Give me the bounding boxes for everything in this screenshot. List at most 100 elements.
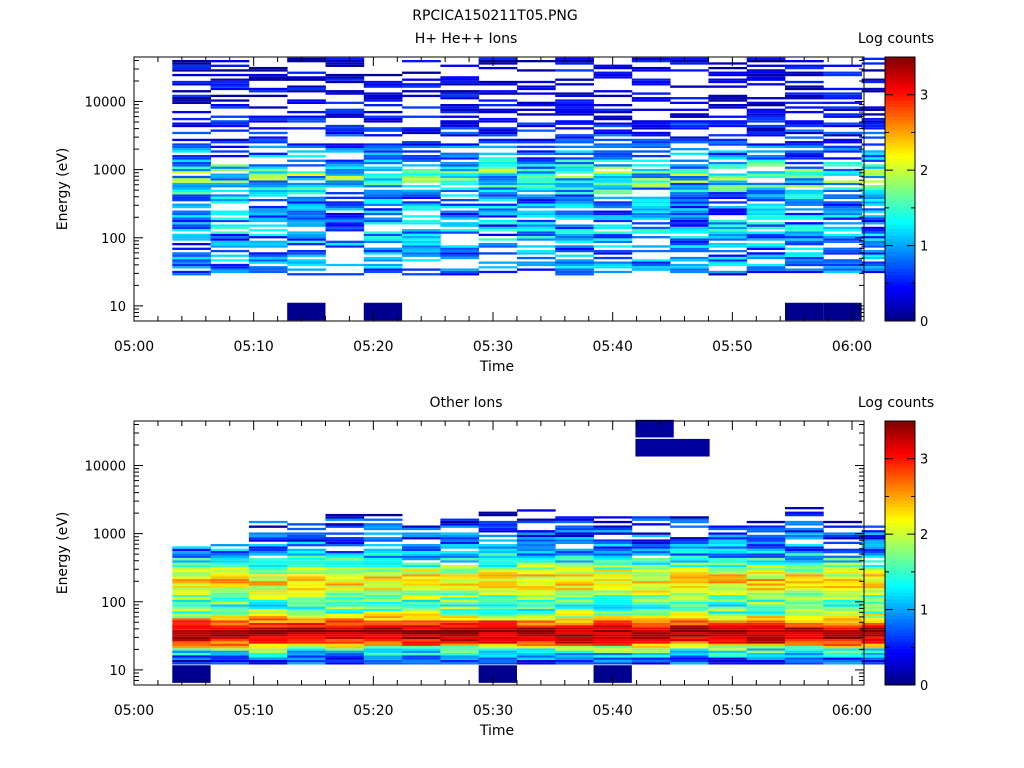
heatmap-cell xyxy=(248,233,288,237)
heatmap-cell xyxy=(593,606,633,609)
heatmap-cell xyxy=(670,645,709,649)
heatmap-cell xyxy=(746,252,786,255)
heatmap-cell xyxy=(823,578,863,582)
heatmap-cell xyxy=(670,636,709,640)
heatmap-cell xyxy=(172,171,211,174)
heatmap-cell xyxy=(402,78,441,81)
colorbar-segment xyxy=(885,533,915,537)
heatmap-cell xyxy=(823,648,863,651)
heatmap-cell xyxy=(172,229,211,232)
heatmap-cell xyxy=(746,69,786,72)
colorbar-segment xyxy=(885,139,915,144)
heatmap-cell xyxy=(785,196,824,199)
heatmap-cell xyxy=(210,553,250,556)
heatmap-cell xyxy=(172,560,211,563)
heatmap-cell xyxy=(708,180,748,183)
colorbar-segment xyxy=(885,278,915,282)
heatmap-cell xyxy=(670,196,709,199)
heatmap-cell xyxy=(785,641,824,644)
heatmap-cell xyxy=(635,438,674,457)
heatmap-cell xyxy=(861,171,901,174)
heatmap-cell xyxy=(172,94,211,98)
heatmap-cell xyxy=(516,539,556,542)
heatmap-cell xyxy=(670,601,709,605)
colorbar-segment xyxy=(885,76,915,81)
x-tick-label: 05:30 xyxy=(473,339,513,355)
heatmap-cell xyxy=(440,604,480,607)
heatmap-cell xyxy=(210,574,250,577)
heatmap-cell xyxy=(248,266,288,269)
heatmap-cell xyxy=(248,613,288,616)
heatmap-cell xyxy=(861,180,901,183)
heatmap-cell xyxy=(325,108,365,111)
heatmap-cell xyxy=(248,557,288,561)
heatmap-cell xyxy=(287,544,326,547)
heatmap-cell xyxy=(172,150,211,153)
heatmap-cell xyxy=(478,595,518,598)
colorbar-segment xyxy=(885,152,915,157)
heatmap-cell xyxy=(670,583,709,586)
heatmap-cell xyxy=(478,161,518,165)
heatmap-cell xyxy=(248,650,288,653)
heatmap-cell xyxy=(516,189,556,193)
heatmap-cell xyxy=(631,249,671,253)
heatmap-cell xyxy=(172,564,211,568)
x-tick-label: 05:30 xyxy=(473,703,513,719)
heatmap-cell xyxy=(248,215,288,218)
heatmap-cell xyxy=(363,175,403,179)
heatmap-cell xyxy=(631,546,671,549)
heatmap-cell xyxy=(670,560,709,563)
heatmap-cell xyxy=(670,567,709,570)
heatmap-cell xyxy=(440,189,480,193)
heatmap-cell xyxy=(325,615,365,619)
heatmap-cell xyxy=(478,192,518,195)
heatmap-cell xyxy=(555,532,594,535)
heatmap-cell xyxy=(402,242,441,246)
heatmap-cell xyxy=(287,71,326,74)
colorbar-segment xyxy=(885,149,915,154)
heatmap-cell xyxy=(631,236,671,239)
heatmap-cell xyxy=(746,564,786,568)
heatmap-cell xyxy=(210,164,250,167)
heatmap-cell xyxy=(210,562,250,565)
heatmap-cell xyxy=(363,604,403,607)
heatmap-cell xyxy=(746,546,786,549)
heatmap-cell xyxy=(708,571,748,575)
colorbar-segment xyxy=(885,668,915,673)
heatmap-cell xyxy=(516,69,556,72)
heatmap-cell xyxy=(670,620,709,623)
heatmap-cell xyxy=(287,120,326,123)
heatmap-cell xyxy=(631,210,671,213)
heatmap-cell xyxy=(210,583,250,586)
heatmap-cell xyxy=(631,597,671,600)
heatmap-cell xyxy=(172,576,211,579)
heatmap-cell xyxy=(210,240,250,243)
heatmap-cell xyxy=(555,215,594,218)
heatmap-cell xyxy=(172,608,211,612)
colorbar-segment xyxy=(885,454,915,458)
heatmap-cell xyxy=(746,196,786,199)
heatmap-cell xyxy=(670,625,709,628)
heatmap-cell xyxy=(593,134,633,137)
colorbar-segment xyxy=(885,655,915,660)
heatmap-cell xyxy=(210,648,250,651)
heatmap-cell xyxy=(670,203,709,206)
heatmap-cell xyxy=(746,576,786,579)
heatmap-cell xyxy=(248,643,288,646)
heatmap-cell xyxy=(593,604,633,607)
colorbar-segment xyxy=(885,622,915,627)
heatmap-cell xyxy=(363,99,403,102)
heatmap-cell xyxy=(823,138,863,142)
heatmap-cell xyxy=(823,168,863,172)
colorbar-segment xyxy=(885,162,915,167)
heatmap-cell xyxy=(402,194,441,197)
heatmap-cell xyxy=(248,632,288,635)
heatmap-cell xyxy=(402,129,441,132)
heatmap-cell xyxy=(325,62,365,65)
heatmap-cell xyxy=(555,592,594,595)
heatmap-cell xyxy=(478,583,518,586)
heatmap-cell xyxy=(516,622,556,626)
heatmap-cell xyxy=(363,233,403,237)
heatmap-cell xyxy=(516,576,556,579)
